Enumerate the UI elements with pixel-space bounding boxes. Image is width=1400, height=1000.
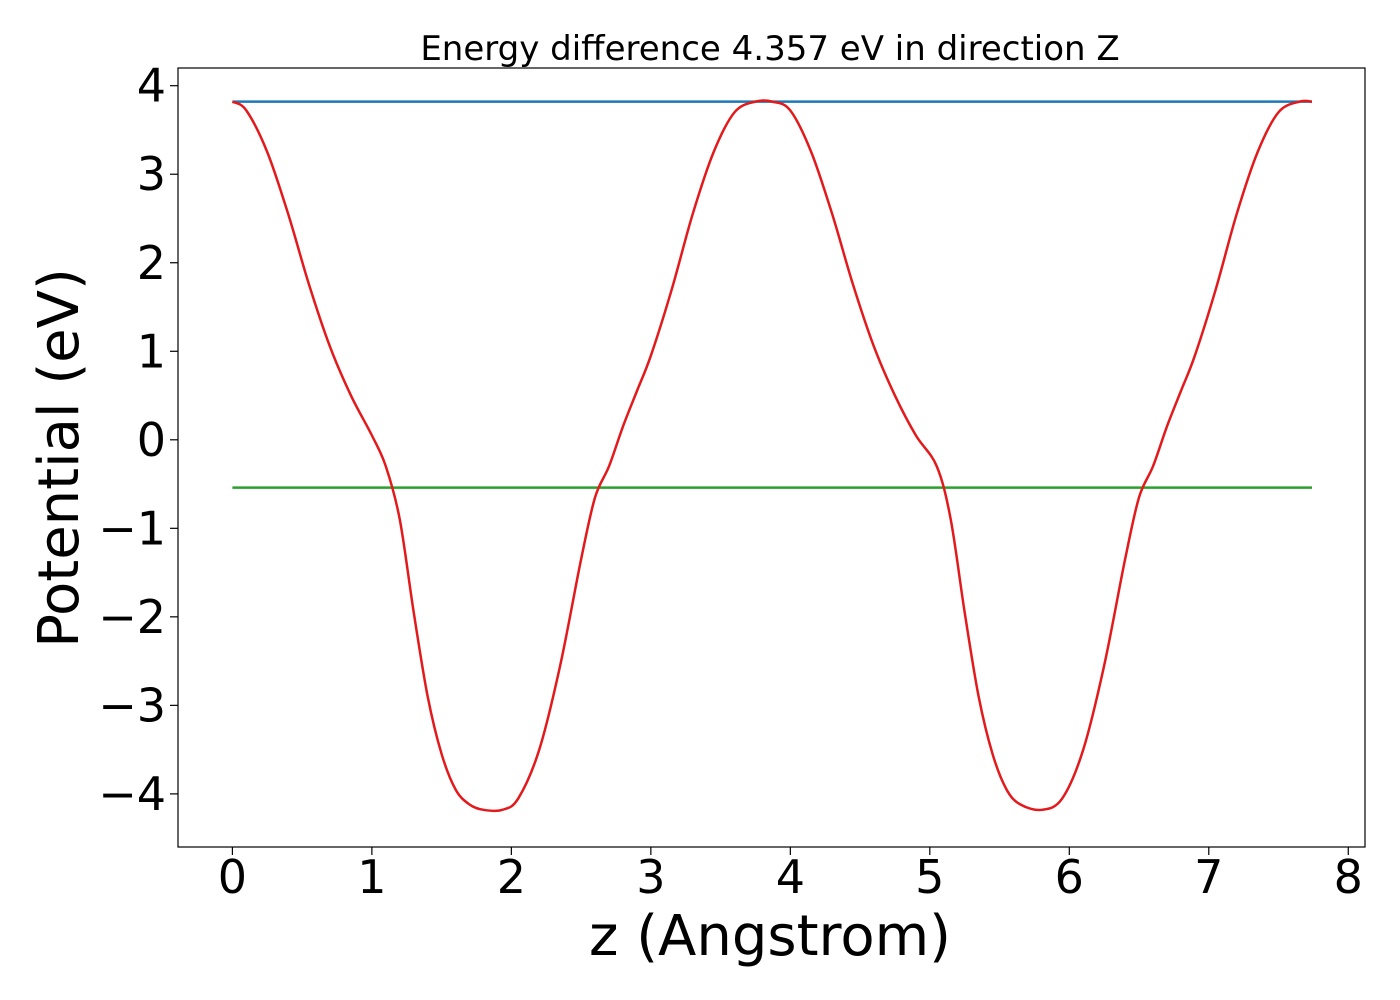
y-tick-label: 0 xyxy=(137,413,166,467)
x-tick-label: 1 xyxy=(357,850,386,904)
chart-title: Energy difference 4.357 eV in direction … xyxy=(420,29,1119,69)
y-tick-label: −1 xyxy=(98,501,166,555)
y-tick-label: −4 xyxy=(98,767,166,821)
x-tick-label: 0 xyxy=(218,850,247,904)
plot-area-frame xyxy=(177,67,1366,848)
x-tick-label: 5 xyxy=(915,850,944,904)
y-tick-label: −2 xyxy=(98,590,166,644)
x-tick-label: 7 xyxy=(1194,850,1223,904)
y-tick-label: 3 xyxy=(137,147,166,201)
x-tick-label: 2 xyxy=(497,850,526,904)
y-axis-label: Potential (eV) xyxy=(27,268,92,648)
series-layer xyxy=(231,99,1313,813)
y-tick-label: 1 xyxy=(137,324,166,378)
x-tick-label: 4 xyxy=(776,850,805,904)
x-tick-label: 3 xyxy=(636,850,665,904)
series-line-2 xyxy=(231,99,1313,813)
x-tick-label: 6 xyxy=(1055,850,1084,904)
x-axis-label: z (Angstrom) xyxy=(589,904,951,969)
y-tick-label: 4 xyxy=(137,59,166,113)
x-tick-label: 8 xyxy=(1334,850,1363,904)
y-tick-label: −3 xyxy=(98,678,166,732)
x-axis-ticks: 0 1 2 3 4 5 6 7 8 xyxy=(218,847,1363,904)
y-tick-label: 2 xyxy=(137,236,166,290)
y-axis-ticks: 4 3 2 1 0 −1 −2 −3 −4 xyxy=(98,59,178,821)
